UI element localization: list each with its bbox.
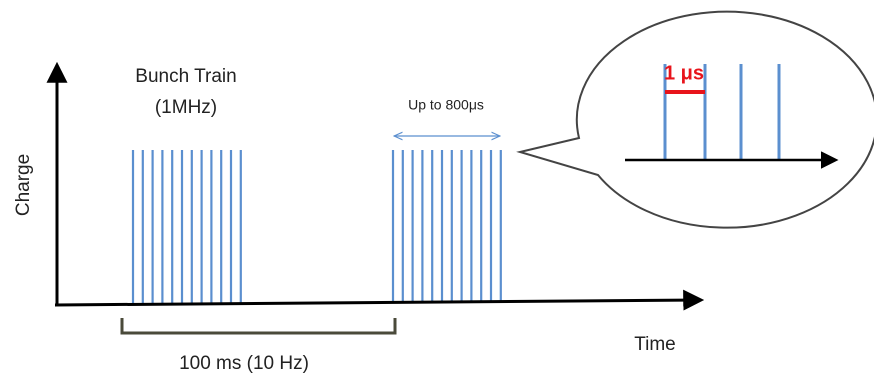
callout [516, 10, 874, 229]
x-axis [54, 289, 705, 311]
spacing-label: 1 μs [664, 62, 704, 84]
period-bracket [120, 318, 397, 335]
rate-label: (1MHz) [155, 97, 217, 118]
y-axis-label: Charge [13, 154, 34, 216]
train-label: Bunch Train [135, 66, 236, 87]
period-label: 100 ms (10 Hz) [179, 353, 309, 374]
zoom-pulses [663, 64, 781, 160]
length-label: Up to 800μs [408, 97, 484, 113]
bunch-trains [131, 150, 502, 303]
x-axis-label: Time [634, 334, 676, 355]
